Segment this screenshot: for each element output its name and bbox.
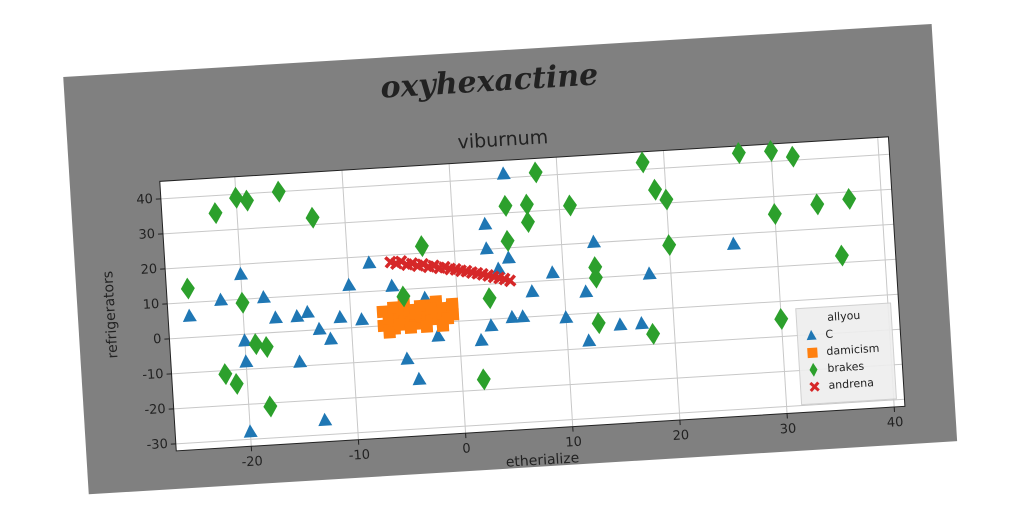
x-tick-label: -10: [348, 448, 370, 464]
point: [387, 301, 400, 314]
x-axis-label: etherialize: [505, 450, 579, 470]
legend-marker: [807, 348, 818, 359]
y-tick-label: -30: [146, 437, 168, 453]
x-tick-label: 20: [672, 428, 689, 444]
point: [420, 320, 433, 333]
point: [383, 326, 396, 339]
y-tick-label: -10: [142, 367, 164, 383]
y-tick-label: 10: [142, 297, 159, 313]
x-tick-label: 40: [886, 415, 903, 431]
legend-label: C: [825, 328, 834, 341]
y-tick-label: 0: [153, 332, 162, 347]
y-tick-label: 40: [136, 192, 153, 208]
x-tick-label: -20: [241, 454, 263, 470]
point: [377, 305, 390, 318]
y-tick-label: 30: [138, 227, 155, 243]
point: [393, 318, 406, 331]
y-tick-label: -20: [144, 402, 166, 418]
point: [437, 319, 450, 332]
y-tick-label: 20: [140, 262, 157, 278]
legend-label: brakes: [827, 360, 865, 375]
point: [414, 300, 427, 313]
x-tick-label: 30: [779, 421, 796, 437]
point: [446, 298, 459, 311]
x-tick-label: 0: [462, 441, 471, 456]
point: [425, 302, 438, 315]
x-tick-label: 10: [565, 435, 582, 451]
point: [404, 321, 417, 334]
legend-title: allyou: [827, 309, 861, 324]
figure: oxyhexactine viburnum etherialize refrig…: [63, 24, 957, 496]
legend-label: andrena: [828, 376, 874, 392]
